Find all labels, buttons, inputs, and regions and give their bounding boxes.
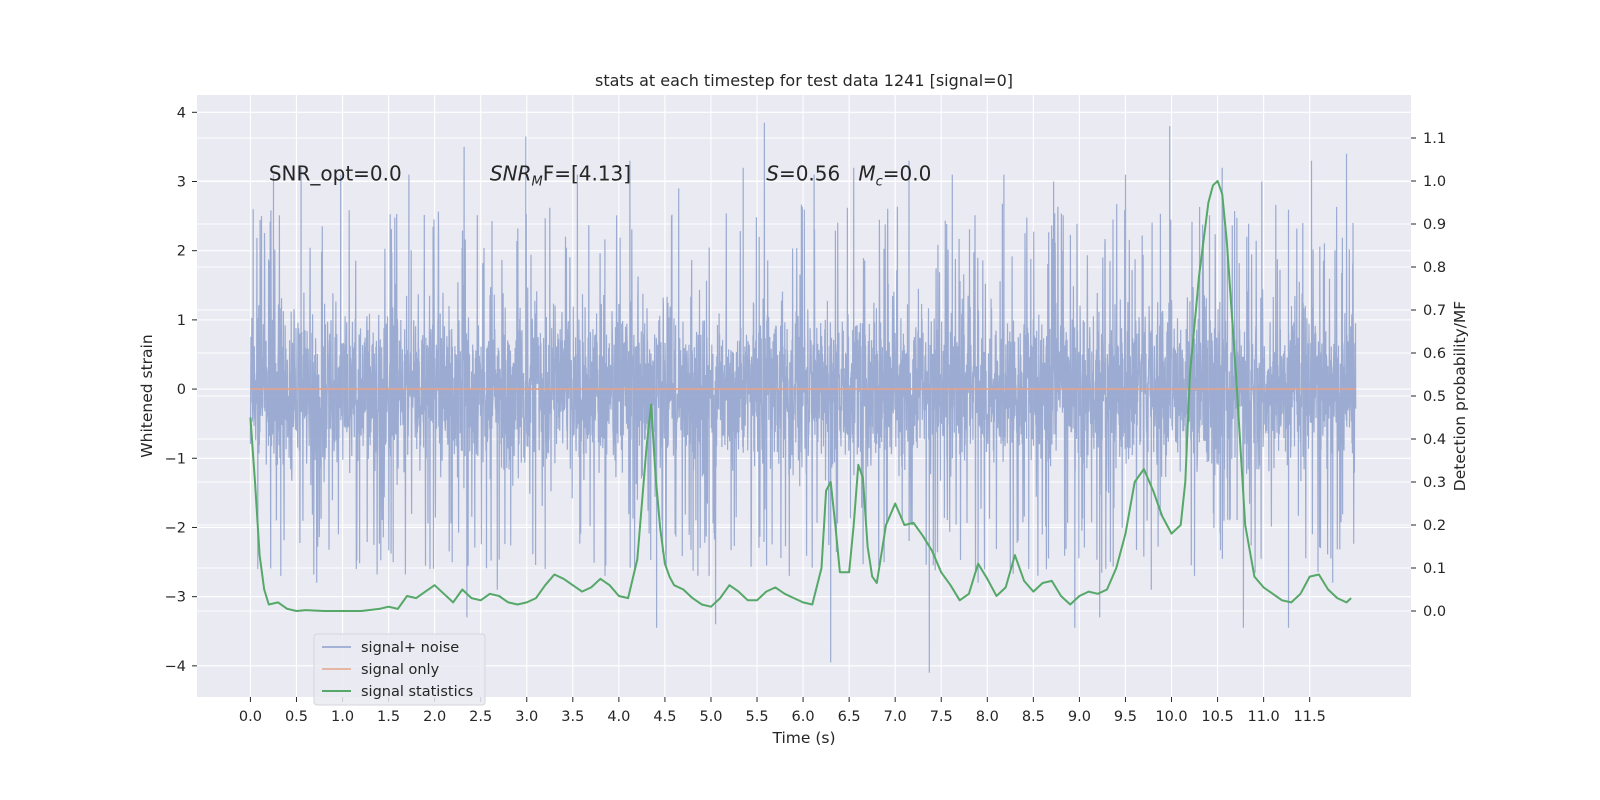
- x-tick-label: 4.5: [653, 709, 676, 725]
- noise-series-layer: [249, 122, 1357, 673]
- legend-label: signal statistics: [361, 684, 473, 700]
- x-tick-label: 5.5: [745, 709, 768, 725]
- y-right-tick-label: 0.3: [1423, 475, 1446, 491]
- x-tick-label: 1.5: [377, 709, 400, 725]
- chart-title: stats at each timestep for test data 124…: [595, 71, 1013, 90]
- x-tick-label: 3.0: [515, 709, 538, 725]
- x-tick-label: 9.5: [1114, 709, 1137, 725]
- y-right-tick-label: 0.9: [1423, 217, 1446, 233]
- x-tick-label: 7.5: [930, 709, 953, 725]
- x-tick-label: 11.0: [1247, 709, 1279, 725]
- x-tick-label: 4.0: [607, 709, 630, 725]
- x-tick-label: 9.0: [1068, 709, 1091, 725]
- legend: signal+ noise signal only signal statistic…: [313, 633, 486, 706]
- y-tick-label: −4: [165, 659, 186, 675]
- stat-annotation: SNRMF=[4.13]: [490, 161, 631, 189]
- y-right-axis-label: Detection probability/MF: [1451, 301, 1469, 492]
- y-right-tick-label: 0.1: [1423, 561, 1446, 577]
- noise-series-line: [249, 122, 1357, 673]
- x-tick-label: 0.0: [239, 709, 262, 725]
- y-right-tick-label: 0.5: [1423, 389, 1446, 405]
- y-right-tick-label: 0.6: [1423, 346, 1446, 362]
- x-tick-label: 8.0: [976, 709, 999, 725]
- tick-layer: 0.0 0.5 1.0 1.5 2.0 2.5 3.0 3.5 4.0 4.5 5.0 5.5 6.0 6…: [165, 105, 1446, 725]
- x-tick-label: 8.5: [1022, 709, 1045, 725]
- stat-annotation: Mc=0.0: [858, 161, 931, 189]
- y-tick-label: 3: [177, 174, 186, 190]
- y-tick-label: 0: [177, 382, 186, 398]
- legend-label: signal+ noise: [361, 640, 459, 656]
- x-tick-label: 10.5: [1201, 709, 1233, 725]
- x-tick-label: 2.0: [423, 709, 446, 725]
- y-right-tick-label: 0.7: [1423, 303, 1446, 319]
- x-tick-label: 2.5: [469, 709, 492, 725]
- y-tick-label: 4: [177, 105, 186, 121]
- y-tick-label: −3: [165, 590, 186, 606]
- y-tick-label: −2: [165, 520, 186, 536]
- stat-annotation: SNR_opt=0.0: [269, 161, 402, 185]
- x-tick-label: 3.5: [561, 709, 584, 725]
- y-right-tick-label: 0.2: [1423, 518, 1446, 534]
- x-tick-label: 6.0: [792, 709, 815, 725]
- y-right-tick-label: 1.0: [1423, 174, 1446, 190]
- y-tick-label: 2: [177, 244, 186, 260]
- x-tick-label: 6.5: [838, 709, 861, 725]
- x-tick-label: 11.5: [1294, 709, 1326, 725]
- y-right-tick-label: 0.4: [1423, 432, 1446, 448]
- stats-series-layer: [249, 180, 1352, 612]
- legend-box: [313, 633, 486, 706]
- annotation-layer: SNR_opt=0.0 SNRMF=[4.13] S=0.56 Mc=0.0: [269, 161, 931, 189]
- y-tick-label: −1: [165, 451, 186, 467]
- y-right-tick-label: 0.8: [1423, 260, 1446, 276]
- y-right-tick-label: 1.1: [1423, 131, 1446, 147]
- stat-annotation: S=0.56: [766, 161, 840, 185]
- x-tick-label: 1.0: [331, 709, 354, 725]
- x-tick-label: 7.0: [884, 709, 907, 725]
- y-axis-label: Whitened strain: [138, 334, 156, 457]
- x-tick-label: 10.0: [1155, 709, 1187, 725]
- y-right-tick-label: 0.0: [1423, 604, 1446, 620]
- x-axis-label: Time (s): [771, 729, 835, 747]
- y-tick-label: 1: [177, 313, 186, 329]
- signal-statistics-line: [249, 180, 1352, 612]
- x-tick-label: 5.0: [699, 709, 722, 725]
- x-tick-label: 0.5: [285, 709, 308, 725]
- legend-label: signal only: [361, 662, 440, 678]
